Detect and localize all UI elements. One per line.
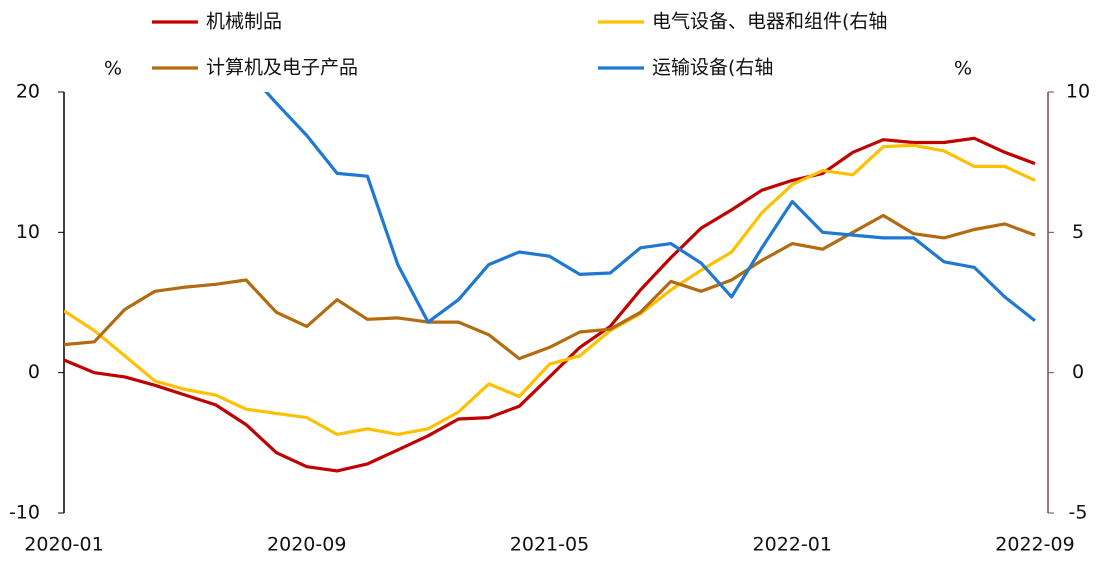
y-tick-label: 0	[28, 361, 40, 383]
y-tick-label: 10	[16, 221, 40, 243]
series-line	[64, 143, 1036, 436]
legend-label: 机械制品	[206, 11, 282, 33]
y-tick-label: 20	[16, 81, 40, 103]
series-line	[64, 213, 1036, 361]
x-tick-label: 2022-01	[753, 534, 832, 556]
y2-tick-label: -5	[1069, 502, 1088, 524]
series-line	[64, 136, 1036, 473]
x-tick-label: 2022-09	[995, 534, 1074, 556]
x-tick-label: 2021-05	[510, 534, 589, 556]
y2-tick-label: 10	[1066, 81, 1090, 103]
series-line	[264, 92, 1036, 324]
y2-axis-label: %	[954, 58, 972, 80]
y-axis-label: %	[104, 58, 122, 80]
x-tick-label: 2020-01	[24, 534, 103, 556]
y2-tick-label: 5	[1072, 221, 1084, 243]
y-tick-label: -10	[9, 502, 40, 524]
legend-label: 运输设备(右轴	[652, 57, 773, 79]
legend-label: 计算机及电子产品	[206, 57, 358, 79]
x-tick-label: 2020-09	[267, 534, 346, 556]
y2-tick-label: 0	[1072, 361, 1084, 383]
legend-label: 电气设备、电器和组件(右轴	[652, 11, 887, 33]
